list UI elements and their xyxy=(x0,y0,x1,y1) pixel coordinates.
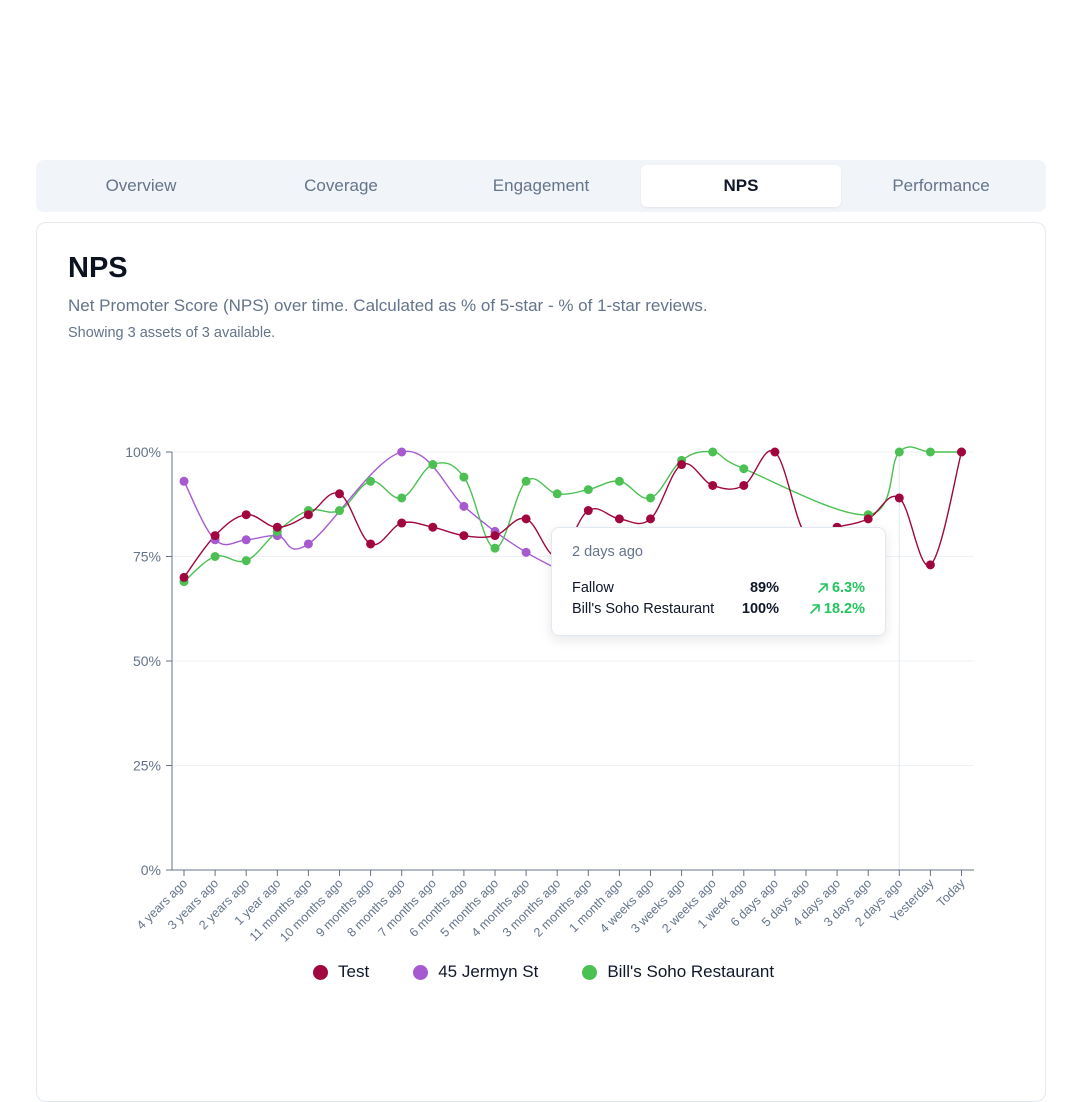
data-point xyxy=(179,476,189,486)
y-tick-label: 100% xyxy=(125,444,161,460)
tab-bar: Overview Coverage Engagement NPS Perform… xyxy=(36,160,1046,212)
y-tick-label: 0% xyxy=(141,862,161,878)
data-point xyxy=(303,510,313,520)
tooltip-row: Fallow 89% 6.3% xyxy=(572,580,865,600)
y-tick-label: 25% xyxy=(133,758,161,774)
data-point xyxy=(521,514,531,524)
legend-marker xyxy=(313,964,328,980)
card-title: NPS xyxy=(68,252,128,284)
data-point xyxy=(397,518,407,528)
series-line xyxy=(183,450,558,570)
tooltip-change-value: 18.2% xyxy=(823,601,865,617)
tab-engagement[interactable]: Engagement xyxy=(492,176,590,195)
data-point xyxy=(925,560,935,570)
data-point xyxy=(179,572,189,582)
legend-label: Bill's Soho Restaurant xyxy=(607,962,775,981)
data-point xyxy=(428,522,438,532)
tooltip-asset-name: Bill's Soho Restaurant xyxy=(572,601,715,617)
legend-marker xyxy=(413,964,429,980)
chart-legend: Test 45 Jermyn St Bill's Soho Restaurant xyxy=(313,960,818,984)
arrow-up-right-icon xyxy=(810,604,820,614)
legend-item-test[interactable]: Test xyxy=(313,962,369,982)
card-subtitle: Net Promoter Score (NPS) over time. Calc… xyxy=(68,296,708,315)
data-point xyxy=(646,493,655,503)
y-tick-label: 75% xyxy=(133,549,161,565)
data-point xyxy=(303,539,313,549)
tab-overview[interactable]: Overview xyxy=(105,176,177,195)
tooltip-asset-name: Fallow xyxy=(572,580,614,596)
data-point xyxy=(241,535,251,545)
data-point xyxy=(677,460,687,470)
data-point xyxy=(459,472,469,482)
data-point xyxy=(614,514,624,524)
tooltip-change-value: 6.3% xyxy=(831,580,865,596)
data-point xyxy=(863,514,873,524)
chart-tooltip: 2 days ago Fallow 89% 6.3% Bill's Soho R… xyxy=(551,527,886,636)
tab-coverage[interactable]: Coverage xyxy=(304,176,378,195)
data-point xyxy=(583,506,593,516)
data-point xyxy=(739,464,749,474)
data-point xyxy=(459,501,469,511)
data-point xyxy=(583,485,593,495)
data-point xyxy=(521,547,531,557)
data-point xyxy=(428,460,438,470)
data-point xyxy=(335,489,344,499)
arrow-up-right-icon xyxy=(818,583,828,593)
assets-note: Showing 3 assets of 3 available. xyxy=(68,325,276,341)
data-point xyxy=(366,476,376,486)
data-point xyxy=(894,447,904,457)
legend-item-45-jermyn-st[interactable]: 45 Jermyn St xyxy=(413,962,538,982)
data-point xyxy=(646,514,655,524)
data-point xyxy=(708,480,718,490)
data-point xyxy=(272,522,282,532)
data-point xyxy=(210,552,220,561)
data-point xyxy=(397,493,407,503)
data-point xyxy=(241,510,251,520)
data-point xyxy=(490,543,500,553)
nps-card xyxy=(36,222,1046,1102)
data-point xyxy=(521,476,531,486)
data-point xyxy=(366,539,376,549)
tooltip-asset-value: 100% xyxy=(741,601,779,617)
data-point xyxy=(957,447,966,457)
legend-marker xyxy=(582,964,598,980)
tab-performance[interactable]: Performance xyxy=(892,176,990,195)
tooltip-row: Bill's Soho Restaurant 100% 18.2% xyxy=(572,601,865,621)
y-tick-label: 50% xyxy=(133,653,161,669)
tooltip-change: 18.2% xyxy=(809,601,865,617)
legend-item-bills-soho[interactable]: Bill's Soho Restaurant xyxy=(582,962,774,982)
data-point xyxy=(925,447,935,457)
data-point xyxy=(739,480,749,490)
tab-nps[interactable]: NPS xyxy=(641,165,841,207)
data-point xyxy=(614,476,624,486)
data-point xyxy=(552,489,562,499)
legend-label: 45 Jermyn St xyxy=(438,962,539,981)
data-point xyxy=(894,493,904,503)
data-point xyxy=(459,531,469,541)
data-point xyxy=(210,531,220,541)
data-point xyxy=(397,447,407,457)
tooltip-asset-value: 89% xyxy=(749,580,779,596)
legend-label: Test xyxy=(338,962,370,981)
data-point xyxy=(770,447,780,457)
data-point xyxy=(490,531,500,541)
x-tick-label: Today xyxy=(934,876,968,910)
data-point xyxy=(335,506,344,516)
tooltip-date: 2 days ago xyxy=(572,544,643,560)
data-point xyxy=(241,556,251,566)
tooltip-change: 6.3% xyxy=(817,580,865,596)
data-point xyxy=(708,447,718,457)
